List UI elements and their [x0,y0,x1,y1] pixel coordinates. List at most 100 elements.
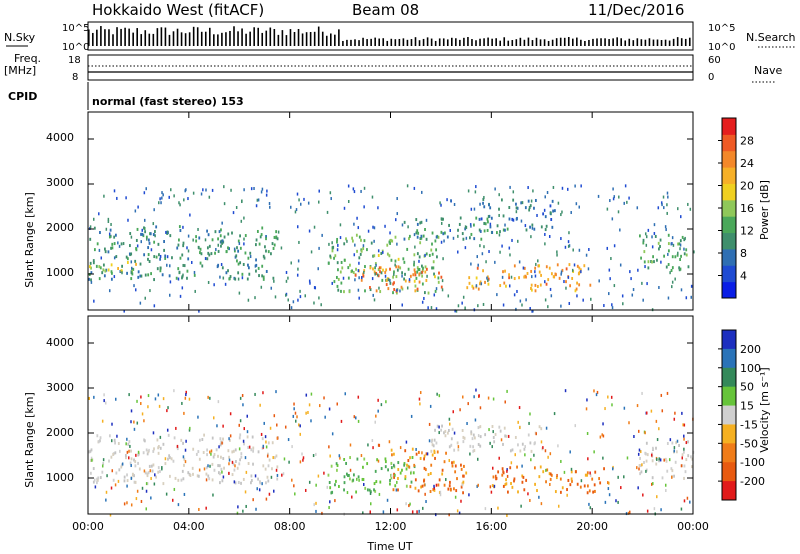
velocity-cell [593,389,595,393]
velocity-cell [147,405,149,409]
velocity-cell [423,457,425,461]
power-cell [129,231,132,235]
velocity-cell [148,448,150,452]
power-colorbar-segment [722,248,736,266]
power-cell [666,203,668,207]
power-cell [385,283,388,287]
velocity-cell [586,473,589,477]
velocity-cell [275,468,278,472]
power-cell [354,273,357,277]
power-cell [227,246,229,250]
power-cell [540,225,543,229]
velocity-cell [469,452,471,456]
power-cell [642,298,644,302]
power-cell [168,274,171,278]
power-cell [415,276,418,280]
power-cell [508,273,510,277]
power-cell [221,239,224,243]
velocity-cell [169,474,171,478]
power-cell [375,271,378,275]
velocity-cell [645,468,648,472]
velocity-cell [136,421,139,425]
velocity-cell [656,457,658,461]
power-cell [393,272,395,276]
power-cell [536,285,539,289]
power-cell [261,226,264,230]
power-cell [184,264,186,268]
velocity-cell [423,466,426,470]
nsky-bar [539,39,542,46]
velocity-cell [525,478,528,482]
power-cell [670,269,673,273]
nsky-bar [321,31,324,46]
power-cell [622,302,624,306]
velocity-cell [99,436,102,440]
power-cell [487,278,489,282]
power-cell [421,268,424,272]
power-cell [135,238,138,242]
velocity-cell [233,480,236,484]
power-cell [565,267,568,271]
power-cell [120,242,123,246]
nsky-tick-bottom: 10^0 [62,42,89,53]
velocity-cell [418,397,421,401]
power-cell [680,288,683,292]
velocity-cell [222,457,225,461]
power-cell [93,248,96,252]
velocity-cell [88,450,91,454]
power-cell [532,309,534,313]
velocity-cell [639,472,641,476]
power-cell [457,250,459,254]
power-cell [482,269,484,273]
power-cell [422,266,424,270]
velocity-cell [418,509,420,513]
power-cell [377,206,379,210]
velocity-cell [317,474,320,478]
velocity-cell [374,420,376,424]
nsky-bar [217,34,219,46]
velocity-cell [140,395,142,399]
power-cell [297,267,299,271]
velocity-cell [99,476,102,480]
power-cell [431,266,433,270]
nsky-bar [487,37,489,46]
velocity-cell [228,458,231,462]
velocity-cell [198,457,201,461]
power-cell [549,204,552,208]
velocity-cell [211,436,214,440]
velocity-cell [443,483,446,487]
velocity-cell [174,476,177,480]
power-cell [276,237,279,241]
velocity-cell [124,454,127,458]
velocity-cell [364,486,367,490]
velocity-cell [397,468,400,472]
power-cell [150,248,153,252]
velocity-cell [589,471,591,475]
power-cell [679,257,682,261]
power-cell [560,304,562,308]
velocity-cell [298,423,300,427]
power-cell [474,190,477,194]
power-cell [527,199,530,203]
power-cell [357,226,360,230]
velocity-cell [441,424,443,428]
nsky-bar [519,37,522,46]
power-cell [677,251,679,255]
power-cell [257,266,260,270]
nsky-bar [112,34,114,46]
power-cell [667,296,670,300]
power-cell [118,244,121,248]
power-cell [509,253,511,257]
velocity-cell [415,447,417,451]
velocity-cell [673,474,675,478]
velocity-cell [453,448,456,452]
velocity-cell [185,390,187,394]
power-cell [504,269,506,273]
velocity-cell [555,476,558,480]
velocity-cell [540,427,543,431]
power-cell [339,270,342,274]
power-cell [464,246,467,250]
nsky-bar [132,32,134,46]
nsky-bar [180,32,183,46]
velocity-cell [197,450,200,454]
